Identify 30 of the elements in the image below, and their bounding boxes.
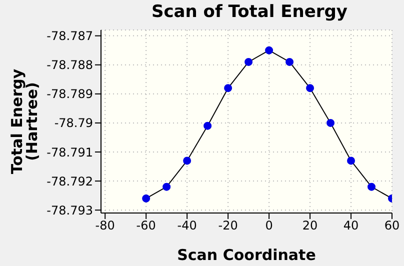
x-tick-label: -80 bbox=[95, 218, 115, 233]
point bbox=[204, 122, 212, 130]
point bbox=[265, 46, 274, 54]
point bbox=[224, 84, 232, 92]
x-tick-label: -20 bbox=[218, 218, 238, 233]
y-tick-label: -78.787 bbox=[46, 29, 93, 44]
chart-title: Scan of Total Energy bbox=[150, 2, 349, 22]
point bbox=[183, 156, 192, 165]
x-tick-label: 40 bbox=[343, 218, 359, 233]
point bbox=[142, 194, 150, 202]
y-axis-title: Total Energy (Hartree) bbox=[8, 68, 41, 174]
point bbox=[368, 182, 376, 191]
y-tick-label: -78.791 bbox=[46, 145, 93, 160]
point bbox=[244, 58, 253, 66]
y-tick-label: -78.792 bbox=[46, 174, 93, 188]
y-tick-label: -78.788 bbox=[46, 58, 93, 72]
x-tick-label: 60 bbox=[384, 218, 400, 233]
point bbox=[326, 118, 335, 127]
y-tick-label: -78.79 bbox=[54, 116, 93, 130]
x-tick-label: -60 bbox=[136, 218, 156, 233]
y-tick-label: -78.793 bbox=[46, 203, 93, 218]
point bbox=[286, 58, 294, 66]
x-tick-label: 0 bbox=[265, 218, 273, 233]
x-tick-label: -40 bbox=[177, 218, 197, 233]
x-tick-label: 20 bbox=[302, 218, 318, 233]
y-tick-label: -78.789 bbox=[46, 87, 93, 102]
x-axis-title: Scan Coordinate bbox=[177, 246, 316, 264]
point bbox=[306, 84, 314, 92]
point bbox=[162, 182, 171, 191]
point bbox=[347, 156, 356, 165]
